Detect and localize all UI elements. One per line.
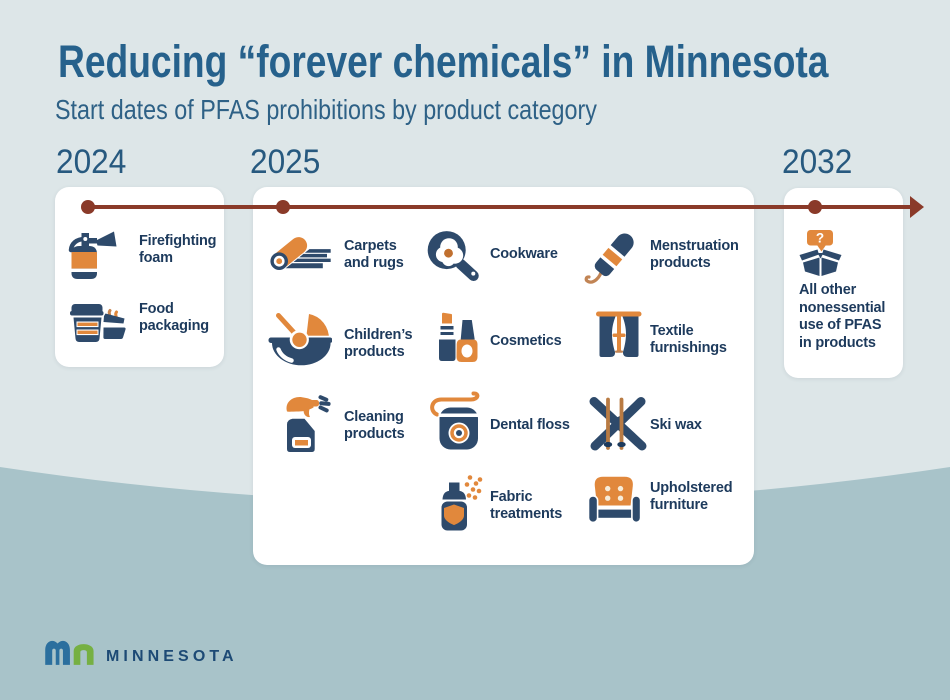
svg-text:?: ? (816, 231, 824, 246)
